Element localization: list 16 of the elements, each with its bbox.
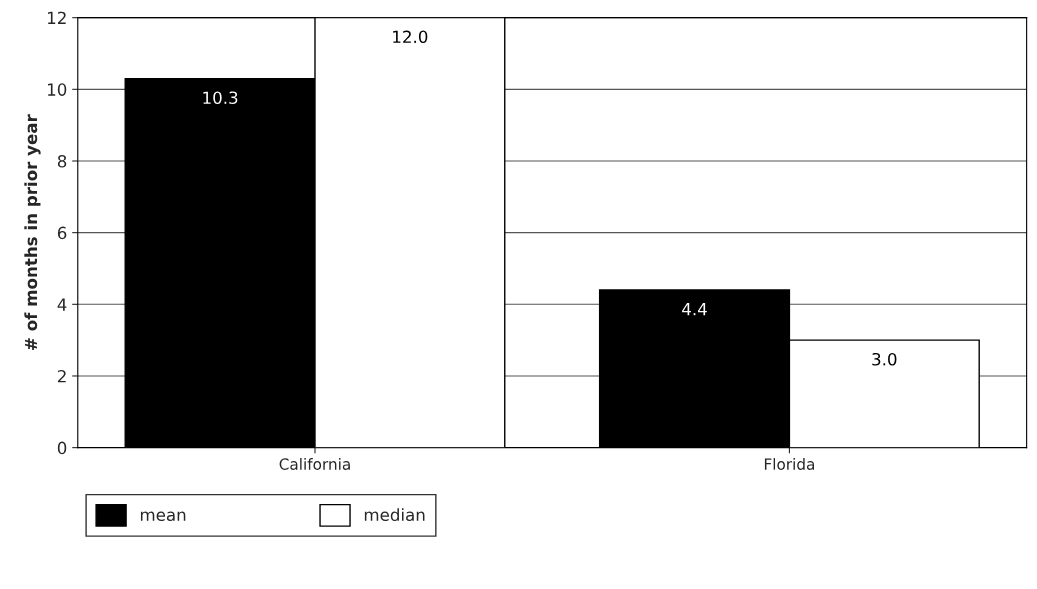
y-tick-label: 10 bbox=[47, 83, 67, 96]
data-label: 4.4 bbox=[682, 303, 707, 316]
x-tick-label: Florida bbox=[764, 458, 815, 470]
x-tick-label: California bbox=[279, 458, 350, 470]
data-label: 3.0 bbox=[872, 352, 897, 366]
y-tick-label: 4 bbox=[57, 298, 67, 311]
y-tick-label: 8 bbox=[57, 154, 67, 168]
y-axis-title: # of months in prior year bbox=[24, 114, 41, 350]
y-tick-label: 12 bbox=[47, 11, 66, 24]
y-tick-label: 6 bbox=[57, 226, 67, 240]
legend-label: mean bbox=[140, 511, 186, 522]
data-label: 12.0 bbox=[393, 30, 428, 44]
y-tick-label: 2 bbox=[57, 369, 66, 383]
y-tick-label: 0 bbox=[57, 441, 67, 455]
data-label: 10.3 bbox=[203, 91, 238, 105]
legend-label: median bbox=[364, 508, 425, 522]
